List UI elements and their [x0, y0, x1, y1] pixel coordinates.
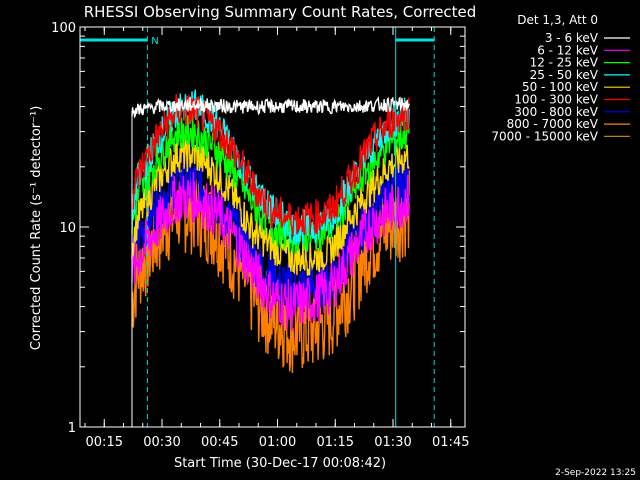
legend-header: Det 1,3, Att 0 — [517, 13, 598, 27]
x-tick-label: 00:45 — [201, 435, 238, 450]
y-tick-label: 10 — [59, 221, 76, 236]
legend-entry-label: 12 - 25 keV — [530, 56, 599, 70]
legend-entry-label: 25 - 50 keV — [530, 68, 599, 82]
series-line-3-6-kev — [131, 96, 410, 119]
night-marker: N — [151, 36, 158, 47]
legend-entry-label: 300 - 800 keV — [514, 105, 598, 119]
legend-entry-label: 7000 - 15000 keV — [491, 129, 598, 143]
x-axis-label: Start Time (30-Dec-17 00:08:42) — [174, 456, 386, 471]
x-tick-label: 01:00 — [259, 435, 296, 450]
series-line-100-300-kev — [131, 93, 410, 238]
x-tick-label: 01:45 — [432, 435, 469, 450]
series-line-800-7000-kev — [131, 167, 410, 374]
legend-entry-label: 800 - 7000 keV — [507, 117, 599, 131]
x-tick-label: 01:30 — [374, 435, 411, 450]
legend-entry-label: 3 - 6 keV — [545, 31, 599, 45]
x-axis-ticks: 00:15 00:30 00:45 01:00 01:15 01:30 01:45 — [84, 27, 469, 450]
legend-entry-label: 100 - 300 keV — [514, 93, 598, 107]
y-tick-label: 100 — [51, 21, 76, 36]
series-line-6-12-kev — [131, 172, 410, 332]
legend-entry-label: 6 - 12 keV — [537, 43, 599, 57]
series-line-50-100-kev — [131, 137, 410, 276]
x-tick-label: 00:30 — [143, 435, 180, 450]
timestamp: 2-Sep-2022 13:25 — [555, 468, 636, 478]
y-axis-ticks: 1 10 100 — [51, 21, 465, 436]
x-tick-label: 01:15 — [317, 435, 354, 450]
chart-title: RHESSI Observing Summary Count Rates, Co… — [84, 3, 477, 21]
legend-entry-label: 50 - 100 keV — [522, 80, 599, 94]
x-tick-label: 00:15 — [86, 435, 123, 450]
y-tick-label: 1 — [68, 421, 76, 436]
y-axis-label: Corrected Count Rate (s⁻¹ detector⁻¹) — [29, 106, 44, 351]
